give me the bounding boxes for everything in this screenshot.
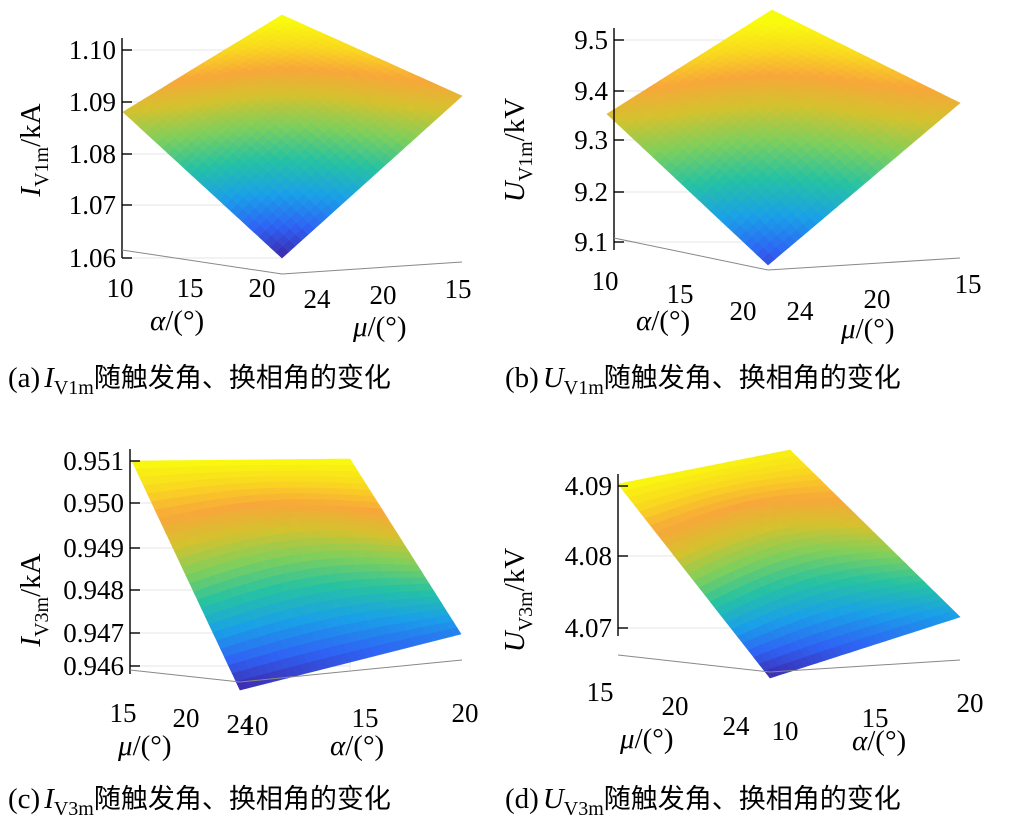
front-axis-tick-label: 24: [227, 709, 255, 739]
surface-patch: [275, 246, 289, 259]
side-axis-tick-label: 15: [445, 274, 472, 304]
z-tick-labels-a: 1.06 1.07 1.08 1.09 1.10: [69, 35, 132, 273]
caption-b: (b) UV1m随触发角、换相角的变化: [505, 362, 901, 399]
front-axis-ticks-b: 10 15 20: [592, 266, 757, 326]
z-tick-label: 9.2: [574, 177, 608, 207]
front-axis-tick-label: 20: [249, 273, 276, 303]
side-axis-tick-label: 24: [304, 284, 332, 314]
base-axis-line: [617, 654, 961, 673]
surface-a: [122, 14, 463, 259]
front-axis-tick-label: 20: [730, 296, 757, 326]
side-axis-ticks-b: 24 20 15: [787, 269, 982, 326]
side-axis-ticks-c: 10 15 20: [242, 698, 479, 741]
z-tick-label: 1.10: [69, 35, 116, 65]
front-axis-tick-label: 15: [177, 273, 204, 303]
z-tick-label: 4.07: [565, 613, 612, 643]
front-axis-tick-label: 20: [173, 703, 200, 733]
side-axis-label: α/(°): [852, 725, 906, 757]
z-tick-label: 9.4: [574, 76, 608, 106]
surface-patch: [761, 253, 776, 266]
z-tick-label: 1.08: [69, 139, 116, 169]
z-tick-label: 9.5: [574, 25, 608, 55]
z-axis-label: IV1m/kA: [15, 103, 53, 197]
surface-d: [617, 449, 961, 679]
z-tick-label: 9.1: [574, 227, 608, 257]
surface-patch: [764, 668, 778, 679]
z-tick-labels-b: 9.1 9.2 9.3 9.4 9.5: [574, 25, 624, 257]
front-axis-tick-label: 10: [107, 273, 134, 303]
side-axis-ticks-d: 10 15 20: [772, 688, 984, 746]
z-tick-label: 0.948: [63, 575, 124, 605]
front-axis-tick-label: 10: [592, 266, 619, 296]
side-axis-tick-label: 15: [862, 703, 889, 733]
front-axis-label: α/(°): [636, 305, 690, 337]
side-axis-tick-label: 10: [242, 711, 269, 741]
front-axis-tick-label: 15: [110, 698, 137, 728]
front-axis-ticks-d: 15 20 24: [587, 677, 751, 741]
z-tick-label: 4.08: [565, 541, 612, 571]
base-axis-line: [121, 249, 463, 275]
z-tick-label: 0.947: [63, 618, 124, 648]
front-axis-tick-label: 15: [587, 677, 614, 707]
surface-b: [606, 9, 961, 266]
side-axis-tick-label: 20: [864, 284, 891, 314]
z-tick-label: 0.946: [63, 651, 124, 681]
side-axis-tick-label: 20: [370, 280, 397, 310]
z-tick-label: 0.951: [63, 446, 124, 476]
side-axis-tick-label: 24: [787, 296, 815, 326]
front-axis-ticks-c: 15 20 24: [110, 698, 255, 739]
axes-a: [121, 38, 463, 275]
base-axis-line: [613, 237, 961, 271]
base-axis-line: [129, 659, 463, 683]
front-axis-label: α/(°): [150, 305, 204, 337]
side-axis-ticks-a: 24 20 15: [304, 274, 472, 314]
side-axis-label: μ/(°): [352, 311, 407, 343]
side-axis-tick-label: 10: [772, 716, 799, 746]
z-tick-label: 0.950: [63, 488, 124, 518]
axes-d: [617, 474, 961, 673]
front-axis-label: μ/(°): [619, 723, 674, 755]
side-axis-tick-label: 15: [352, 703, 379, 733]
z-tick-label: 9.3: [574, 125, 608, 155]
z-axis-label: UV3m/kV: [499, 548, 537, 653]
z-tick-label: 4.09: [565, 471, 612, 501]
z-axis-label: UV1m/kV: [499, 98, 537, 203]
z-tick-label: 1.09: [69, 87, 116, 117]
front-axis-tick-label: 15: [667, 279, 694, 309]
z-tick-label: 1.06: [69, 243, 116, 273]
axes-c: [129, 449, 463, 683]
side-axis-tick-label: 15: [955, 269, 982, 299]
side-axis-tick-label: 20: [452, 698, 479, 728]
front-axis-tick-label: 24: [723, 711, 751, 741]
front-axis-label: μ/(°): [117, 730, 172, 762]
z-axis-label: IV3m/kA: [15, 553, 53, 647]
axes-b: [613, 28, 961, 271]
side-axis-tick-label: 20: [957, 688, 984, 718]
caption-d: (d) UV3m随触发角、换相角的变化: [505, 783, 901, 815]
side-axis-label: α/(°): [330, 730, 384, 762]
caption-a: (a) IV1m随触发角、换相角的变化: [8, 362, 391, 399]
front-axis-ticks-a: 10 15 20: [107, 273, 276, 303]
surface-c: [131, 458, 462, 691]
z-tick-label: 1.07: [69, 190, 116, 220]
side-axis-label: μ/(°): [840, 313, 895, 345]
caption-c: (c) IV3m随触发角、换相角的变化: [8, 783, 391, 815]
z-tick-labels-d: 4.07 4.08 4.09: [565, 471, 628, 643]
z-tick-label: 0.949: [63, 533, 124, 563]
front-axis-tick-label: 20: [662, 691, 689, 721]
